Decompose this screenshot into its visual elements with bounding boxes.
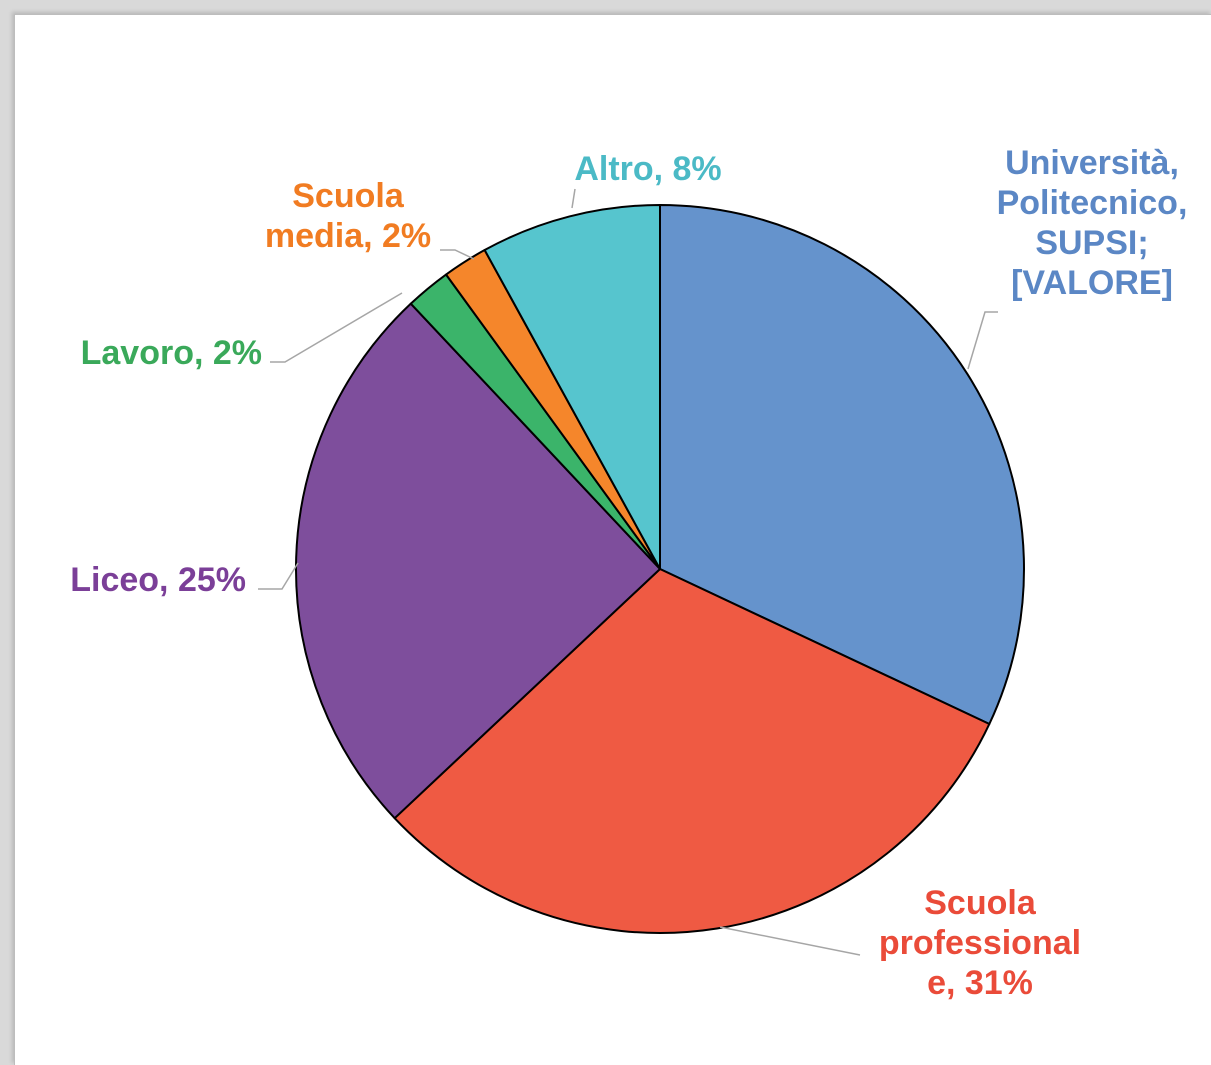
data-label-line: media, 2% [265, 217, 431, 255]
leader-line-lavoro [270, 292, 403, 363]
data-label-line: Scuola [292, 177, 405, 215]
pie-slice-universit-politecnico-supsi [659, 204, 1025, 725]
data-label-scuola-professionale: Scuola professional e, 31% [879, 884, 1081, 1002]
data-label-line: Liceo, 25% [70, 561, 246, 599]
data-label-scuola-media: Scuola media, 2% [265, 177, 431, 255]
leader-line-scuola-media [440, 249, 475, 260]
data-label-lavoro: Lavoro, 2% [81, 334, 262, 372]
data-label-line: Università, [1005, 144, 1179, 182]
leader-line-universit-politecnico-supsi [967, 311, 998, 370]
data-label-universit-politecnico-supsi: Università, Politecnico, SUPSI; [VALORE] [997, 144, 1188, 302]
data-label-line: e, 31% [927, 964, 1033, 1002]
data-label-line: Lavoro, 2% [81, 334, 262, 372]
leader-line-liceo [258, 562, 299, 590]
data-label-liceo: Liceo, 25% [70, 561, 246, 599]
data-label-line: Politecnico, [997, 184, 1188, 222]
data-label-line: SUPSI; [1035, 224, 1148, 262]
data-label-line: Altro, 8% [574, 150, 721, 188]
data-label-line: [VALORE] [1011, 264, 1173, 302]
data-label-line: professional [879, 924, 1081, 962]
leader-line-altro [571, 188, 576, 209]
pie-slices [295, 204, 1025, 934]
pie-slice-scuola-professionale [393, 568, 991, 934]
data-label-line: Scuola [924, 884, 1037, 922]
data-labels: Università, Politecnico, SUPSI; [VALORE] Scu… [70, 144, 1187, 1002]
pie-slice-altro [483, 204, 661, 570]
leader-line-scuola-professionale [719, 926, 861, 956]
data-label-altro: Altro, 8% [574, 150, 721, 188]
pie-slice-liceo [295, 302, 661, 820]
leader-lines [258, 188, 998, 956]
